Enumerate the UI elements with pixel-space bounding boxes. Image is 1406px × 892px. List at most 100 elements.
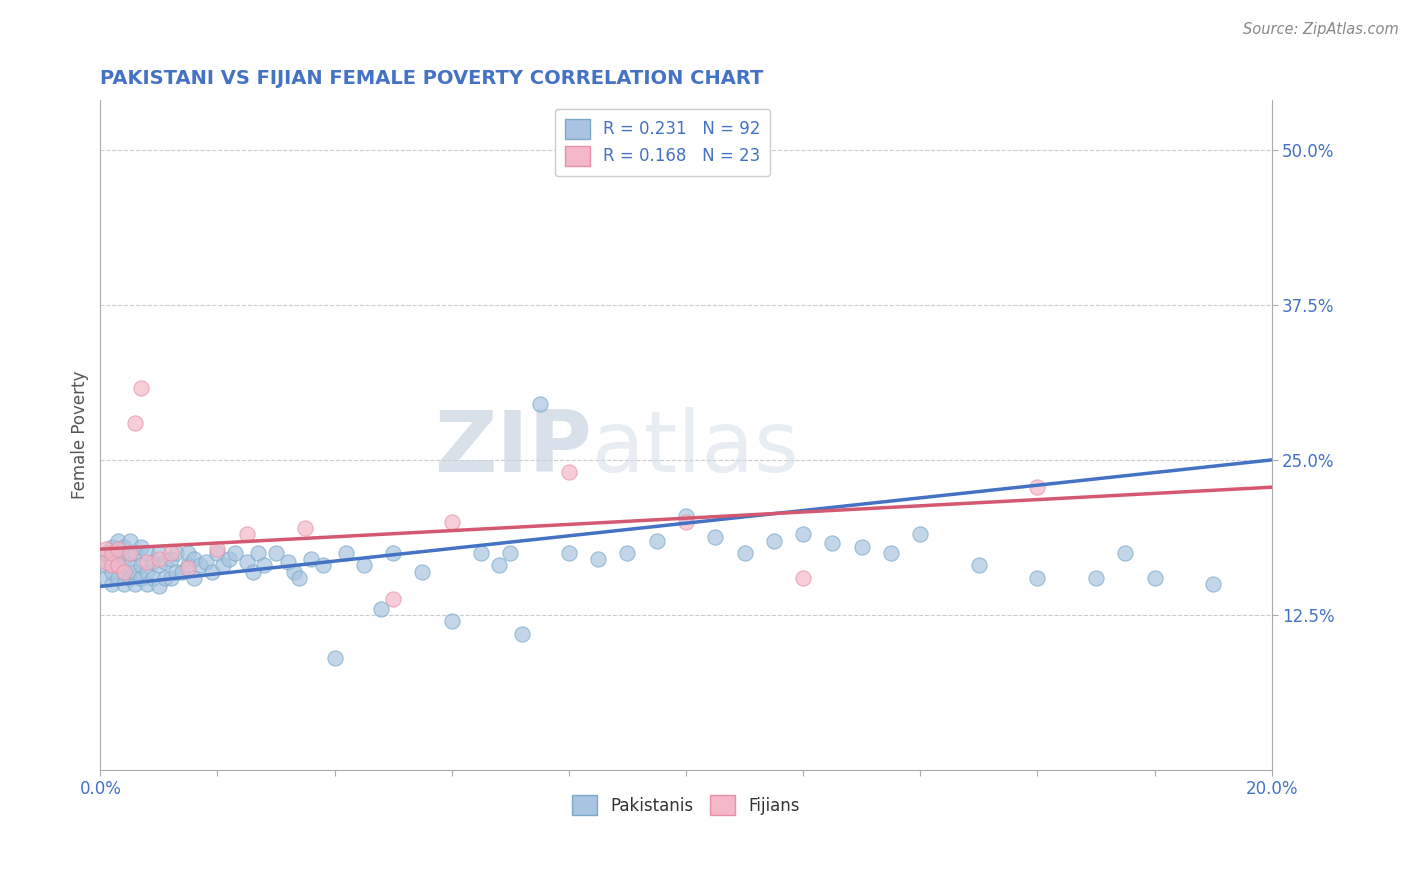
Point	[96, 558, 118, 573]
Point	[101, 540, 124, 554]
Point	[382, 546, 405, 560]
Point	[283, 565, 305, 579]
Point	[242, 565, 264, 579]
Text: atlas: atlas	[592, 407, 800, 490]
Point	[131, 558, 153, 573]
Legend: Pakistanis, Fijians: Pakistanis, Fijians	[565, 789, 807, 822]
Point	[118, 571, 141, 585]
Point	[131, 381, 153, 395]
Point	[253, 558, 276, 573]
Point	[101, 552, 124, 566]
Point	[159, 546, 181, 560]
Point	[382, 591, 405, 606]
Point	[1085, 571, 1108, 585]
Point	[142, 555, 165, 569]
Point	[107, 558, 129, 573]
Point	[183, 571, 205, 585]
Point	[101, 558, 124, 573]
Point	[1026, 480, 1049, 494]
Point	[440, 614, 463, 628]
Point	[207, 546, 229, 560]
Text: ZIP: ZIP	[434, 407, 592, 490]
Point	[194, 555, 217, 569]
Point	[645, 533, 668, 548]
Point	[1026, 571, 1049, 585]
Text: PAKISTANI VS FIJIAN FEMALE POVERTY CORRELATION CHART: PAKISTANI VS FIJIAN FEMALE POVERTY CORRE…	[100, 69, 763, 87]
Point	[136, 546, 159, 560]
Point	[236, 527, 259, 541]
Point	[312, 558, 335, 573]
Point	[124, 416, 146, 430]
Point	[851, 540, 873, 554]
Point	[159, 571, 181, 585]
Point	[148, 558, 170, 573]
Point	[470, 546, 492, 560]
Point	[107, 542, 129, 557]
Point	[107, 571, 129, 585]
Point	[201, 565, 224, 579]
Point	[207, 542, 229, 557]
Point	[107, 546, 129, 560]
Point	[558, 546, 581, 560]
Point	[488, 558, 510, 573]
Point	[96, 546, 118, 560]
Point	[734, 546, 756, 560]
Point	[124, 565, 146, 579]
Point	[586, 552, 609, 566]
Point	[212, 558, 235, 573]
Point	[264, 546, 287, 560]
Point	[1114, 546, 1136, 560]
Point	[218, 552, 240, 566]
Point	[124, 577, 146, 591]
Point	[112, 540, 135, 554]
Point	[616, 546, 638, 560]
Point	[353, 558, 375, 573]
Point	[1202, 577, 1225, 591]
Y-axis label: Female Poverty: Female Poverty	[72, 371, 89, 500]
Point	[172, 565, 194, 579]
Point	[792, 571, 814, 585]
Point	[510, 626, 533, 640]
Point	[148, 546, 170, 560]
Point	[96, 542, 118, 557]
Point	[675, 515, 697, 529]
Point	[183, 552, 205, 566]
Point	[142, 571, 165, 585]
Point	[153, 555, 176, 569]
Point	[188, 558, 211, 573]
Point	[107, 558, 129, 573]
Point	[675, 508, 697, 523]
Point	[118, 546, 141, 560]
Point	[112, 565, 135, 579]
Point	[277, 555, 299, 569]
Point	[136, 555, 159, 569]
Point	[101, 577, 124, 591]
Point	[411, 565, 433, 579]
Point	[370, 601, 392, 615]
Point	[118, 558, 141, 573]
Point	[159, 552, 181, 566]
Point	[124, 546, 146, 560]
Point	[1143, 571, 1166, 585]
Point	[821, 536, 844, 550]
Point	[177, 546, 200, 560]
Point	[148, 579, 170, 593]
Point	[299, 552, 322, 566]
Point	[107, 533, 129, 548]
Point	[96, 555, 118, 569]
Point	[101, 565, 124, 579]
Point	[558, 465, 581, 479]
Point	[323, 651, 346, 665]
Point	[112, 565, 135, 579]
Point	[440, 515, 463, 529]
Point	[762, 533, 785, 548]
Point	[288, 571, 311, 585]
Point	[704, 530, 727, 544]
Point	[136, 577, 159, 591]
Point	[153, 571, 176, 585]
Point	[96, 571, 118, 585]
Point	[112, 577, 135, 591]
Point	[792, 527, 814, 541]
Point	[499, 546, 522, 560]
Point	[967, 558, 990, 573]
